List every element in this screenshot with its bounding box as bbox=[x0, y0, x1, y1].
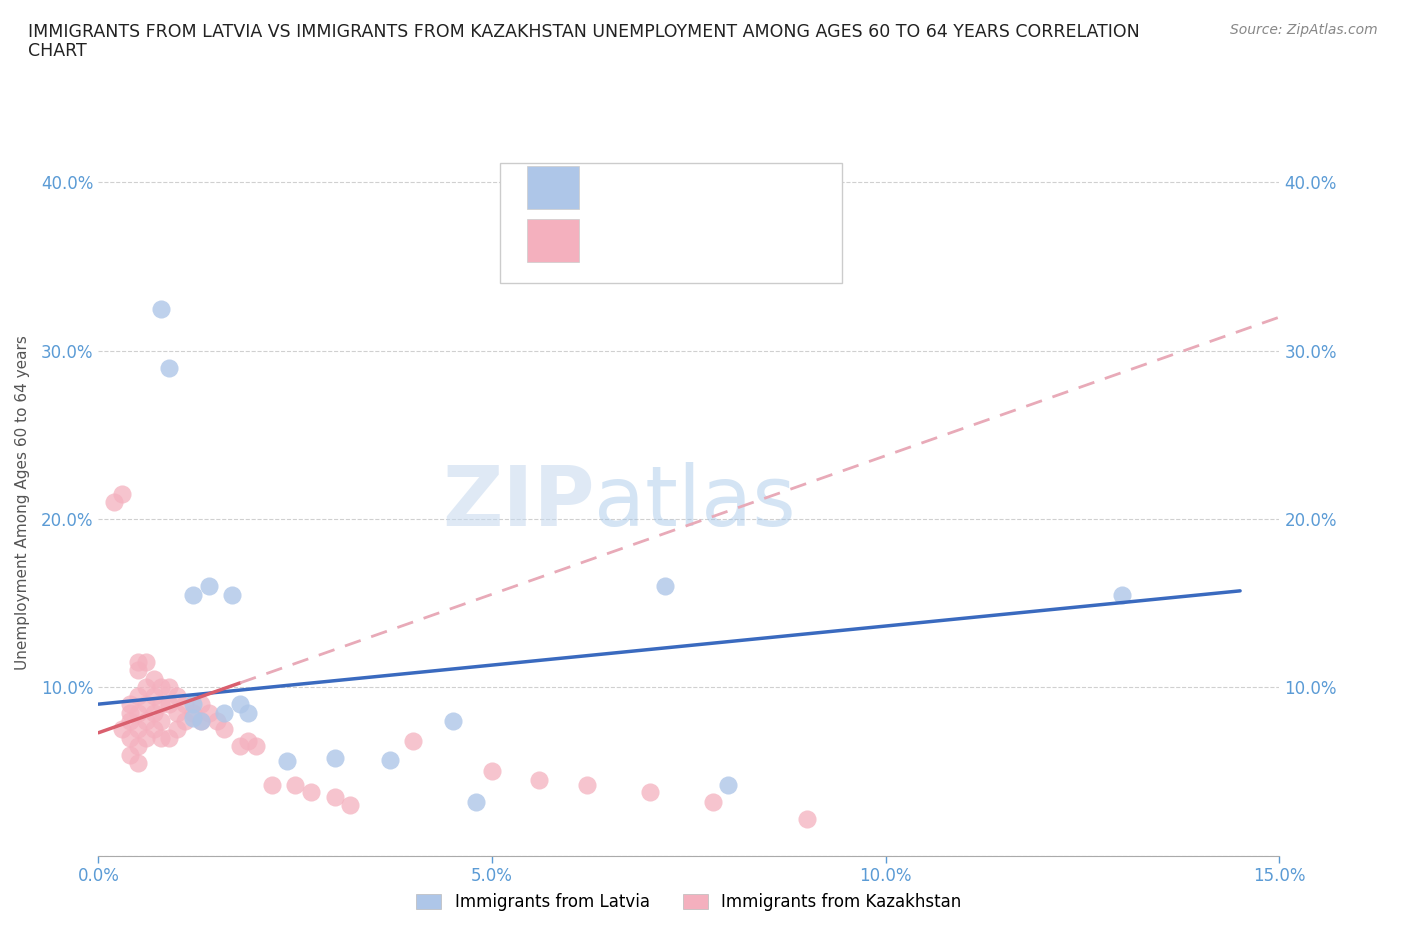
Point bbox=[339, 798, 361, 813]
Point bbox=[157, 360, 180, 375]
Point bbox=[118, 705, 141, 720]
Point bbox=[181, 705, 204, 720]
Point bbox=[157, 680, 180, 695]
Point bbox=[166, 722, 188, 737]
Point bbox=[221, 588, 243, 603]
Text: CHART: CHART bbox=[28, 42, 87, 60]
Text: R = 0.114: R = 0.114 bbox=[600, 179, 683, 196]
Point bbox=[402, 734, 425, 749]
Point bbox=[260, 777, 283, 792]
Text: ZIP: ZIP bbox=[441, 461, 595, 543]
Point bbox=[166, 688, 188, 703]
Point bbox=[654, 578, 676, 593]
Point bbox=[157, 730, 180, 745]
Point bbox=[181, 588, 204, 603]
Point bbox=[135, 713, 157, 728]
Point bbox=[111, 722, 134, 737]
Point bbox=[181, 697, 204, 711]
Point bbox=[717, 777, 740, 792]
Point bbox=[190, 713, 212, 728]
Point bbox=[127, 655, 149, 670]
Point bbox=[111, 486, 134, 501]
Text: IMMIGRANTS FROM LATVIA VS IMMIGRANTS FROM KAZAKHSTAN UNEMPLOYMENT AMONG AGES 60 : IMMIGRANTS FROM LATVIA VS IMMIGRANTS FRO… bbox=[28, 23, 1140, 41]
Point bbox=[150, 730, 173, 745]
FancyBboxPatch shape bbox=[501, 163, 842, 283]
Text: N = 57: N = 57 bbox=[718, 232, 776, 249]
Point bbox=[118, 713, 141, 728]
Point bbox=[127, 738, 149, 753]
Point bbox=[1111, 588, 1133, 603]
Point bbox=[197, 705, 219, 720]
Point bbox=[103, 495, 125, 510]
Point bbox=[236, 705, 259, 720]
Text: atlas: atlas bbox=[595, 461, 796, 543]
Point bbox=[441, 713, 464, 728]
Point bbox=[190, 697, 212, 711]
Point bbox=[142, 722, 165, 737]
Point bbox=[150, 680, 173, 695]
Point bbox=[127, 705, 149, 720]
Point bbox=[157, 697, 180, 711]
FancyBboxPatch shape bbox=[527, 219, 579, 261]
Point bbox=[135, 655, 157, 670]
Point bbox=[150, 301, 173, 316]
Point bbox=[118, 697, 141, 711]
Point bbox=[638, 784, 661, 799]
Text: N = 19: N = 19 bbox=[718, 179, 776, 196]
Point bbox=[276, 754, 298, 769]
Point bbox=[796, 811, 818, 826]
Point bbox=[702, 794, 724, 809]
Point bbox=[529, 773, 551, 788]
Point bbox=[190, 713, 212, 728]
Point bbox=[229, 697, 252, 711]
Point bbox=[127, 722, 149, 737]
Point bbox=[135, 730, 157, 745]
Point bbox=[166, 705, 188, 720]
Point bbox=[118, 747, 141, 762]
Point bbox=[378, 752, 401, 767]
Point bbox=[205, 713, 228, 728]
Point bbox=[127, 755, 149, 770]
FancyBboxPatch shape bbox=[527, 166, 579, 208]
Point bbox=[118, 730, 141, 745]
Point bbox=[135, 680, 157, 695]
Point bbox=[284, 777, 307, 792]
Point bbox=[135, 697, 157, 711]
Point bbox=[127, 688, 149, 703]
Point bbox=[575, 777, 598, 792]
Point bbox=[299, 784, 322, 799]
Point bbox=[465, 794, 488, 809]
Point bbox=[323, 790, 346, 804]
Point bbox=[142, 671, 165, 686]
Point bbox=[236, 734, 259, 749]
Point bbox=[245, 738, 267, 753]
Point bbox=[142, 705, 165, 720]
Legend: Immigrants from Latvia, Immigrants from Kazakhstan: Immigrants from Latvia, Immigrants from … bbox=[409, 886, 969, 918]
Point bbox=[214, 705, 236, 720]
Point bbox=[229, 738, 252, 753]
Point bbox=[150, 713, 173, 728]
Text: R = 0.219: R = 0.219 bbox=[600, 232, 683, 249]
Point bbox=[174, 697, 197, 711]
Point bbox=[150, 697, 173, 711]
Point bbox=[127, 663, 149, 678]
Point bbox=[214, 722, 236, 737]
Point bbox=[142, 688, 165, 703]
Point bbox=[174, 713, 197, 728]
Point bbox=[323, 751, 346, 765]
Point bbox=[197, 578, 219, 593]
Point bbox=[181, 711, 204, 725]
Point bbox=[481, 764, 503, 779]
Text: Source: ZipAtlas.com: Source: ZipAtlas.com bbox=[1230, 23, 1378, 37]
Y-axis label: Unemployment Among Ages 60 to 64 years: Unemployment Among Ages 60 to 64 years bbox=[15, 335, 30, 670]
